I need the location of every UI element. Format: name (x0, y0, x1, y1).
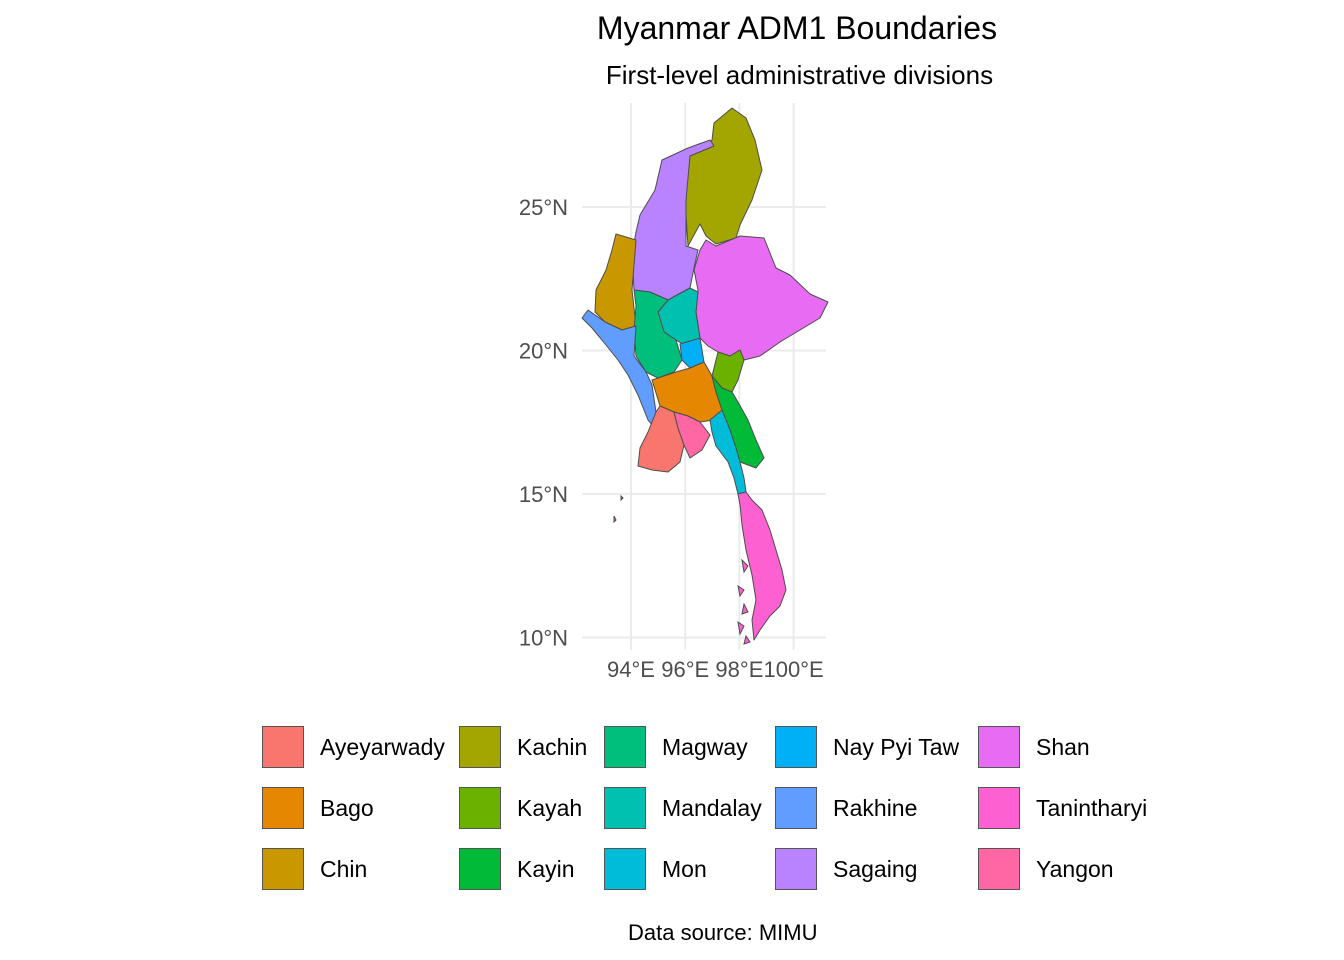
legend-item: Nay Pyi Taw (775, 724, 959, 770)
legend-item: Tanintharyi (978, 785, 1147, 831)
legend-swatch (978, 726, 1020, 768)
legend-swatch (459, 848, 501, 890)
x-tick-label: 94°E (607, 657, 655, 682)
legend-item: Ayeyarwady (262, 724, 445, 770)
legend-swatch (604, 848, 646, 890)
island-mergui-archipelago (737, 558, 751, 645)
legend-label: Rakhine (833, 794, 918, 821)
map-panel: 25°N 20°N 15°N 10°N 94°E 96°E 98°E 100°E (519, 103, 829, 682)
legend-item: Mon (604, 846, 707, 892)
legend-label: Nay Pyi Taw (833, 733, 960, 760)
legend-swatch (262, 848, 304, 890)
x-tick-label: 100°E (764, 657, 824, 682)
region-sagaing[interactable] (631, 139, 715, 301)
coastal-islands (613, 494, 751, 645)
y-tick-label: 20°N (519, 339, 568, 364)
region-kachin[interactable] (684, 107, 763, 247)
legend-label: Kachin (517, 733, 588, 760)
map-title: Myanmar ADM1 Boundaries (596, 10, 998, 46)
legend-item: Sagaing (775, 846, 917, 892)
legend-label: Kayah (517, 794, 583, 821)
axis-ticks: 25°N 20°N 15°N 10°N 94°E 96°E 98°E 100°E (519, 195, 824, 682)
legend-label: Chin (320, 855, 368, 882)
legend-label: Ayeyarwady (320, 733, 445, 760)
legend-swatch (262, 726, 304, 768)
legend-label: Shan (1036, 733, 1090, 760)
y-tick-label: 15°N (519, 482, 568, 507)
x-tick-label: 96°E (661, 657, 709, 682)
legend-label: Yangon (1036, 855, 1114, 882)
legend-swatch (459, 787, 501, 829)
region-chin[interactable] (594, 233, 637, 331)
legend-label: Bago (320, 794, 374, 821)
legend-label: Magway (662, 733, 748, 760)
y-tick-label: 10°N (519, 626, 568, 651)
legend-swatch (775, 848, 817, 890)
legend-swatch (775, 726, 817, 768)
region-yangon[interactable] (673, 411, 711, 459)
legend-item: Bago (262, 785, 374, 831)
legend-item: Rakhine (775, 785, 917, 831)
regions-layer (581, 107, 829, 641)
legend-swatch (604, 787, 646, 829)
region-ayeyarwady[interactable] (637, 405, 685, 473)
legend-item: Chin (262, 846, 367, 892)
legend-swatch (775, 787, 817, 829)
legend-label: Kayin (517, 855, 575, 882)
legend-item: Yangon (978, 846, 1114, 892)
legend-item: Shan (978, 724, 1090, 770)
legend-item: Mandalay (604, 785, 762, 831)
legend-swatch (978, 848, 1020, 890)
x-tick-label: 98°E (715, 657, 763, 682)
legend-swatch (262, 787, 304, 829)
legend-label: Mon (662, 855, 707, 882)
legend-label: Sagaing (833, 855, 918, 882)
legend-swatch (978, 787, 1020, 829)
region-tanintharyi[interactable] (737, 491, 787, 641)
legend-item: Kachin (459, 724, 587, 770)
legend-item: Kayin (459, 846, 575, 892)
y-tick-label: 25°N (519, 195, 568, 220)
map-subtitle: First-level administrative divisions (605, 60, 994, 90)
region-shan[interactable] (693, 235, 829, 361)
legend-label: Mandalay (662, 794, 762, 821)
caption: Data source: MIMU (628, 920, 818, 945)
legend-swatch (459, 726, 501, 768)
legend-item: Magway (604, 724, 748, 770)
island-coco (613, 494, 624, 524)
legend-label: Tanintharyi (1036, 794, 1148, 821)
legend-item: Kayah (459, 785, 582, 831)
legend-swatch (604, 726, 646, 768)
